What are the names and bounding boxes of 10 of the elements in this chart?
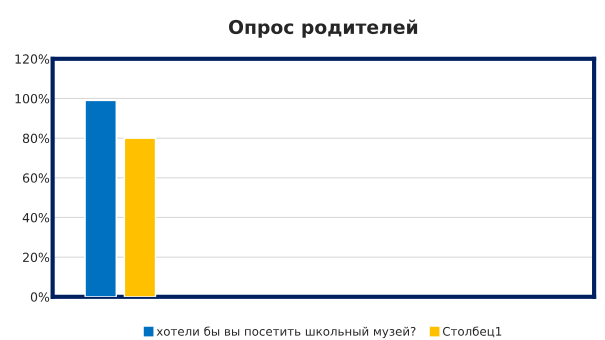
y-tick-label: 40% [22,212,50,222]
y-tick-label: 0% [30,292,50,302]
y-tick-label: 60% [22,173,50,183]
y-tick-label: 100% [15,94,50,104]
chart-title: Опрос родителей [229,19,418,38]
legend-label: Столбец1 [442,326,502,338]
y-tick-label: 20% [22,252,50,262]
y-tick-label: 80% [22,134,50,144]
legend-label: хотели бы вы посетить школьный музей? [156,326,416,338]
y-tick-label: 120% [15,54,50,64]
